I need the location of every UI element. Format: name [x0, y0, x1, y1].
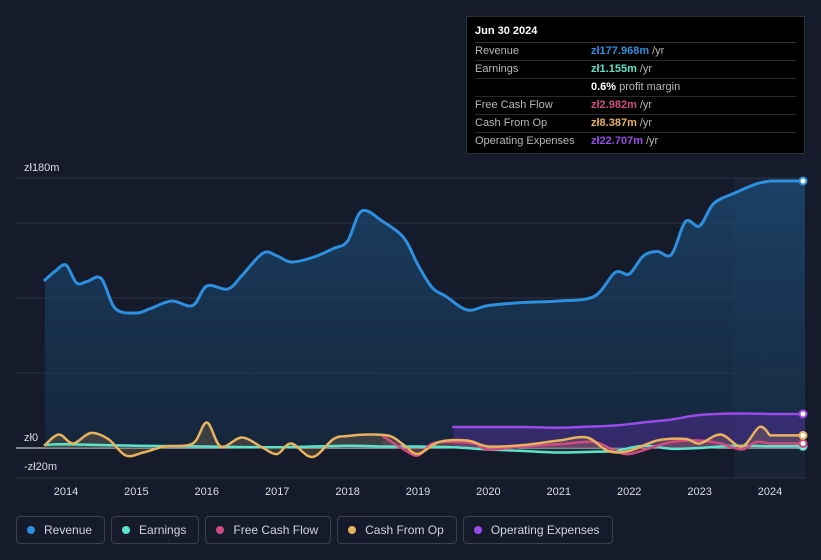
tooltip-row-label: Earnings: [475, 63, 519, 75]
x-tick-label: 2022: [617, 486, 641, 498]
cash-from-op-endpoint[interactable]: [798, 430, 808, 440]
x-tick-label: 2016: [195, 486, 219, 498]
tooltip-row-value: 0.6%: [591, 81, 617, 93]
legend-dot-icon: [27, 526, 35, 534]
legend-label: Earnings: [139, 523, 187, 537]
legend-operating-expenses[interactable]: Operating Expenses: [462, 516, 613, 544]
data-tooltip: Jun 30 2024 Revenue zł177.968m/yr Earnings…: [466, 16, 805, 154]
legend-label: Operating Expenses: [490, 523, 600, 537]
tooltip-row: Revenue zł177.968m/yr: [475, 43, 796, 61]
cash-from-op-area: [44, 422, 805, 458]
revenue-endpoint[interactable]: [798, 176, 808, 186]
tooltip-row: Operating Expenses zł22.707m/yr: [475, 133, 796, 150]
legend-label: Free Cash Flow: [233, 523, 319, 537]
y-label-bottom: -zł20m: [24, 461, 57, 473]
financial-chart: 2014 2015 2016 2017 2018 2019 2020 2021 2022 2023…: [16, 162, 808, 498]
legend-revenue[interactable]: Revenue: [16, 516, 106, 544]
tooltip-row-label: [475, 79, 591, 96]
cash-from-op-line: [43, 421, 807, 459]
tooltip-row-value: zł1.155m: [591, 63, 637, 75]
legend-free-cash-flow[interactable]: Free Cash Flow: [205, 516, 332, 544]
tooltip-row-label: Cash From Op: [475, 117, 548, 129]
operating-expenses-endpoint[interactable]: [798, 409, 808, 419]
legend-cash-from-op[interactable]: Cash From Op: [337, 516, 457, 544]
tooltip-row-label: Free Cash Flow: [475, 99, 553, 111]
tooltip-row-value: zł2.982m: [591, 99, 637, 111]
operating-expenses-line: [451, 412, 807, 429]
tooltip-row-label: Operating Expenses: [475, 135, 575, 147]
legend-label: Cash From Op: [365, 523, 444, 537]
tooltip-row: Earnings zł1.155m/yr: [475, 61, 796, 79]
legend-dot-icon: [216, 526, 225, 534]
x-tick-label: 2018: [335, 486, 359, 498]
operating-expenses-area: [453, 413, 805, 448]
x-tick-label: 2015: [124, 486, 148, 498]
x-tick-label: 2017: [265, 486, 289, 498]
legend-dot-icon: [348, 526, 357, 534]
x-tick-label: 2023: [687, 486, 711, 498]
x-tick-label: 2021: [547, 486, 571, 498]
x-tick-label: 2014: [54, 486, 78, 498]
tooltip-row-value: zł8.387m: [591, 117, 637, 129]
tooltip-row: 0.6% profit margin: [475, 79, 796, 97]
tooltip-row-value: zł22.707m: [591, 135, 643, 147]
legend-label: Revenue: [44, 523, 93, 537]
tooltip-row: Cash From Op zł8.387m/yr: [475, 115, 796, 133]
tooltip-row-unit: /yr: [652, 45, 665, 57]
chart-legend: Revenue Earnings Free Cash Flow Cash From O…: [16, 516, 613, 544]
tooltip-row-unit: /yr: [639, 117, 653, 129]
tooltip-row-unit: /yr: [639, 63, 653, 75]
x-tick-label: 2024: [758, 486, 782, 498]
tooltip-row-unit: /yr: [645, 135, 659, 147]
free-cash-flow-endpoint[interactable]: [798, 439, 808, 449]
tooltip-row-value: zł177.968m: [591, 45, 650, 57]
tooltip-row-label: Revenue: [475, 45, 520, 57]
x-tick-label: 2020: [476, 486, 500, 498]
tooltip-date: Jun 30 2024: [475, 24, 796, 43]
y-label-zero: zł0: [24, 432, 38, 444]
revenue-line: [43, 179, 807, 315]
legend-earnings[interactable]: Earnings: [111, 516, 200, 544]
tooltip-row-unit: /yr: [639, 99, 653, 111]
legend-dot-icon: [122, 526, 131, 534]
tooltip-row-unit: profit margin: [619, 81, 681, 93]
legend-dot-icon: [473, 526, 482, 534]
y-label-top: zł180m: [24, 162, 59, 174]
tooltip-row: Free Cash Flow zł2.982m/yr: [475, 97, 796, 115]
revenue-area: [44, 181, 805, 448]
x-tick-label: 2019: [406, 486, 430, 498]
